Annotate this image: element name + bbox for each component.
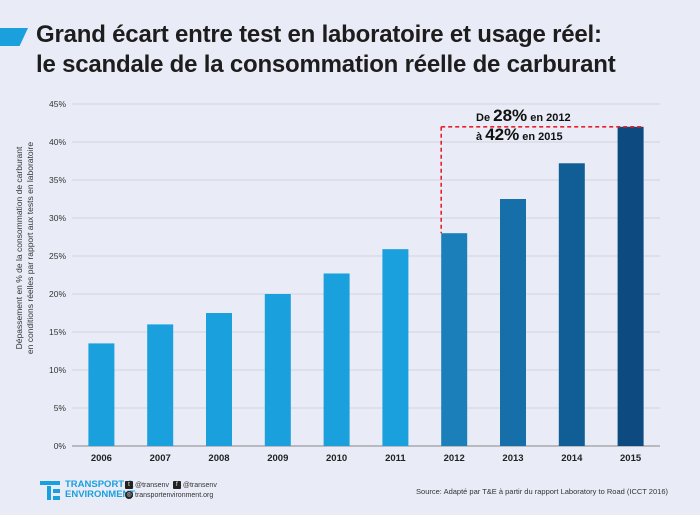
- y-tick-label: 35%: [49, 175, 66, 185]
- y-tick-label: 5%: [54, 403, 67, 413]
- x-tick-label: 2009: [267, 453, 288, 464]
- bar-2013: [500, 199, 526, 446]
- annotation-line-2: à 42% en 2015: [476, 125, 563, 144]
- bar-2007: [147, 324, 174, 446]
- social-links: t @transenv f @transenv ◎ transportenvironm…: [125, 481, 217, 501]
- y-tick-label: 30%: [49, 213, 66, 223]
- source-note: Source: Adapté par T&E à partir du rappo…: [416, 487, 668, 496]
- bar-2014: [558, 163, 585, 446]
- title-line-1: Grand écart entre test en laboratoire et…: [36, 21, 602, 48]
- logo-text-line-1: TRANSPORT &: [65, 479, 134, 490]
- te-logo-icon: [40, 480, 60, 500]
- y-tick-label: 45%: [49, 99, 66, 109]
- x-tick-label: 2013: [502, 453, 523, 464]
- x-tick-label: 2012: [444, 453, 465, 464]
- annotation-line-1: De 28% en 2012: [476, 106, 571, 125]
- y-tick-label: 20%: [49, 289, 66, 299]
- y-tick-label: 0%: [54, 441, 67, 451]
- x-tick-label: 2014: [561, 453, 583, 464]
- x-tick-label: 2006: [91, 453, 112, 464]
- bar-2008: [206, 313, 232, 446]
- bar-2009: [264, 294, 291, 446]
- chart-title: Grand écart entre test en laboratoire et…: [36, 20, 696, 80]
- bar-2011: [382, 249, 409, 446]
- logo-text-line-2: ENVIRONMENT: [65, 489, 136, 500]
- bar-2006: [88, 343, 115, 446]
- te-logo: TRANSPORT & ENVIRONMENT: [40, 480, 135, 500]
- website-link[interactable]: transportenvironment.org: [135, 492, 214, 499]
- facebook-handle[interactable]: @transenv: [182, 482, 217, 489]
- title-line-2: le scandale de la consommation réelle de…: [36, 51, 616, 78]
- x-tick-label: 2007: [150, 453, 171, 464]
- y-tick-label: 25%: [49, 251, 66, 261]
- x-tick-label: 2008: [208, 453, 229, 464]
- twitter-handle[interactable]: @transenv: [135, 482, 169, 489]
- title-accent-shape: [0, 28, 28, 46]
- x-tick-label: 2015: [620, 453, 642, 464]
- x-tick-label: 2010: [326, 453, 347, 464]
- facebook-icon: f: [172, 481, 181, 490]
- y-tick-label: 15%: [49, 327, 66, 337]
- bar-2010: [323, 273, 350, 446]
- twitter-icon: t: [125, 481, 133, 490]
- x-tick-label: 2011: [385, 453, 406, 464]
- globe-icon: ◎: [125, 491, 133, 500]
- y-tick-label: 10%: [49, 365, 66, 375]
- bar-2015: [617, 126, 644, 447]
- y-tick-label: 40%: [49, 137, 66, 147]
- bar-2012: [441, 233, 468, 446]
